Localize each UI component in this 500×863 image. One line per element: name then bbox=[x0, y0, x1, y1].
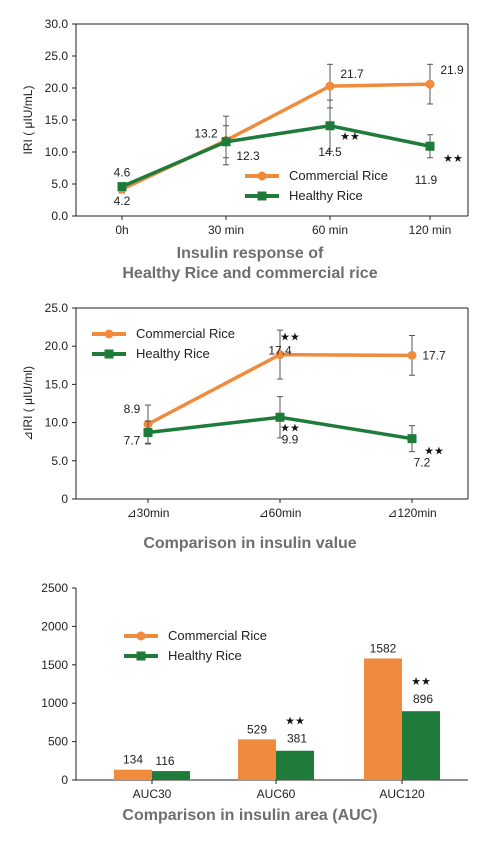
c1-healthy-rice-point bbox=[325, 121, 335, 131]
c2-y-tick-label: 15.0 bbox=[45, 377, 69, 391]
c2-healthy-rice-data-label: 7.7 bbox=[124, 434, 141, 448]
c3-significance-mark: ★★ bbox=[285, 715, 305, 728]
c3-significance-mark: ★★ bbox=[411, 675, 431, 688]
c3-x-tick-label: AUC60 bbox=[257, 787, 296, 801]
c1-commercial-rice-data-label: 21.7 bbox=[340, 67, 364, 81]
c1-commercial-rice-data-label: 13.2 bbox=[194, 126, 218, 140]
c1-healthy-rice-point bbox=[221, 137, 231, 147]
c1-y-tick-label: 10.0 bbox=[45, 145, 69, 159]
c1-y-tick-label: 25.0 bbox=[45, 49, 69, 63]
c3-commercial-rice-data-label: 529 bbox=[247, 722, 267, 736]
c1-commercial-rice-point bbox=[325, 81, 335, 91]
c1-y-tick-label: 5.0 bbox=[51, 177, 68, 191]
c1-y-axis-label: IRI ( μIU/mL) bbox=[21, 86, 35, 155]
insulin-value-chart: 0 5.0 10.0 15.0 20.0 25.0 ⊿IRI ( μIU/ml) ⊿30min… bbox=[21, 301, 469, 552]
c1-chart-title: Insulin response of bbox=[177, 245, 324, 262]
c3-legend-label-healthy-rice: Healthy Rice bbox=[168, 648, 242, 663]
c3-healthy-rice-bar bbox=[152, 771, 190, 780]
c2-y-axis-label: ⊿IRI ( μIU/ml) bbox=[21, 366, 35, 441]
c3-healthy-rice-bar bbox=[276, 750, 314, 780]
c3-healthy-rice-data-label: 381 bbox=[287, 732, 307, 746]
c1-healthy-rice-line bbox=[121, 123, 431, 189]
c2-healthy-rice-data-label: 9.9 bbox=[282, 432, 299, 446]
c2-y-tick-label: 0 bbox=[61, 492, 68, 506]
c3-commercial-rice-bar bbox=[238, 739, 276, 780]
c1-healthy-rice-data-label: 4.6 bbox=[114, 166, 131, 180]
c1-y-tick-label: 20.0 bbox=[45, 81, 69, 95]
c3-legend-marker-commercial-rice bbox=[136, 631, 146, 641]
c1-significance-mark: ★★ bbox=[340, 130, 360, 143]
c2-y-tick-label: 10.0 bbox=[45, 416, 69, 430]
c1-healthy-rice-data-label: 11.9 bbox=[415, 173, 438, 187]
c2-y-tick-label: 20.0 bbox=[45, 339, 69, 353]
c1-healthy-rice-data-label: 14.5 bbox=[318, 145, 342, 159]
c2-x-tick-label: ⊿30min bbox=[127, 506, 170, 520]
insulin-area-chart: 0 500 1000 1500 2000 2500 AUC30 AUC60 AUC120 134 5… bbox=[41, 581, 468, 824]
c3-x-tick-label: AUC120 bbox=[379, 787, 425, 801]
c2-y-tick-label: 5.0 bbox=[51, 454, 68, 468]
c2-healthy-rice-point bbox=[143, 428, 153, 438]
c3-y-tick-label: 1500 bbox=[41, 658, 68, 672]
c2-healthy-rice-data-label: 7.2 bbox=[414, 456, 431, 470]
c1-y-tick-label: 30.0 bbox=[45, 17, 69, 31]
c2-commercial-rice-data-label: 17.4 bbox=[268, 344, 292, 358]
c2-legend-label-commercial-rice: Commercial Rice bbox=[136, 326, 235, 341]
c1-y-tick-label: 0.0 bbox=[51, 209, 68, 223]
c1-legend-label-commercial-rice: Commercial Rice bbox=[289, 168, 388, 183]
c2-significance-mark: ★★ bbox=[424, 445, 444, 458]
c2-significance-mark: ★★ bbox=[280, 331, 300, 344]
c3-legend-label-commercial-rice: Commercial Rice bbox=[168, 628, 267, 643]
c1-commercial-rice-point bbox=[425, 79, 435, 89]
c1-healthy-rice-point bbox=[425, 141, 435, 151]
c1-x-tick-label: 120 min bbox=[409, 223, 452, 237]
c1-legend-marker-healthy-rice bbox=[257, 191, 267, 201]
c2-healthy-rice-point bbox=[275, 412, 285, 422]
c3-commercial-rice-bar bbox=[364, 658, 402, 780]
c3-healthy-rice-data-label: 116 bbox=[155, 754, 174, 768]
c3-commercial-rice-data-label: 134 bbox=[123, 753, 143, 767]
c2-legend-marker-healthy-rice bbox=[104, 349, 114, 359]
c2-y-tick-label: 25.0 bbox=[45, 301, 69, 315]
c3-y-tick-label: 1000 bbox=[41, 696, 68, 710]
c3-x-tick-label: AUC30 bbox=[133, 787, 172, 801]
c3-y-tick-label: 2000 bbox=[41, 619, 68, 633]
c2-x-tick-label: ⊿60min bbox=[259, 506, 302, 520]
c2-commercial-rice-data-label: 8.9 bbox=[124, 402, 141, 416]
c3-y-tick-label: 0 bbox=[61, 773, 68, 787]
c2-commercial-rice-point bbox=[407, 350, 417, 360]
c3-legend-marker-healthy-rice bbox=[136, 651, 146, 661]
c1-x-tick-label: 0h bbox=[115, 223, 128, 237]
c1-x-tick-label: 30 min bbox=[208, 223, 244, 237]
c3-y-tick-label: 500 bbox=[48, 735, 68, 749]
c1-x-tick-label: 60 min bbox=[312, 223, 348, 237]
c3-healthy-rice-data-label: 896 bbox=[413, 692, 433, 706]
c2-significance-mark: ★★ bbox=[280, 421, 300, 434]
c1-commercial-rice-data-label: 21.9 bbox=[440, 63, 464, 77]
c2-x-tick-label: ⊿120min bbox=[387, 506, 436, 520]
c1-commercial-rice-data-label: 4.2 bbox=[114, 194, 131, 208]
c3-commercial-rice-bar bbox=[114, 769, 152, 780]
c2-chart-title: Comparison in insulin value bbox=[143, 535, 356, 552]
c2-legend-label-healthy-rice: Healthy Rice bbox=[136, 346, 210, 361]
c2-commercial-rice-point bbox=[275, 350, 285, 360]
c1-chart-title: Healthy Rice and commercial rice bbox=[122, 265, 377, 282]
c2-commercial-rice-data-label: 17.7 bbox=[422, 348, 446, 362]
c1-y-tick-label: 15.0 bbox=[45, 113, 69, 127]
insulin-response-chart: 0.0 5.0 10.0 15.0 20.0 25.0 30.0 IRI ( μIU/mL) 0… bbox=[21, 17, 469, 282]
c1-healthy-rice-point bbox=[117, 182, 127, 192]
c1-legend-marker-commercial-rice bbox=[257, 171, 267, 181]
c3-healthy-rice-bar bbox=[402, 711, 440, 780]
c1-healthy-rice-data-label: 12.3 bbox=[236, 149, 260, 163]
c3-chart-title: Comparison in insulin area (AUC) bbox=[122, 807, 377, 824]
c1-legend-label-healthy-rice: Healthy Rice bbox=[289, 188, 363, 203]
c2-legend-marker-commercial-rice bbox=[104, 329, 114, 339]
c3-y-tick-label: 2500 bbox=[41, 581, 68, 595]
c1-significance-mark: ★★ bbox=[443, 152, 463, 165]
c3-commercial-rice-data-label: 1582 bbox=[370, 642, 397, 656]
c2-healthy-rice-point bbox=[407, 434, 417, 444]
